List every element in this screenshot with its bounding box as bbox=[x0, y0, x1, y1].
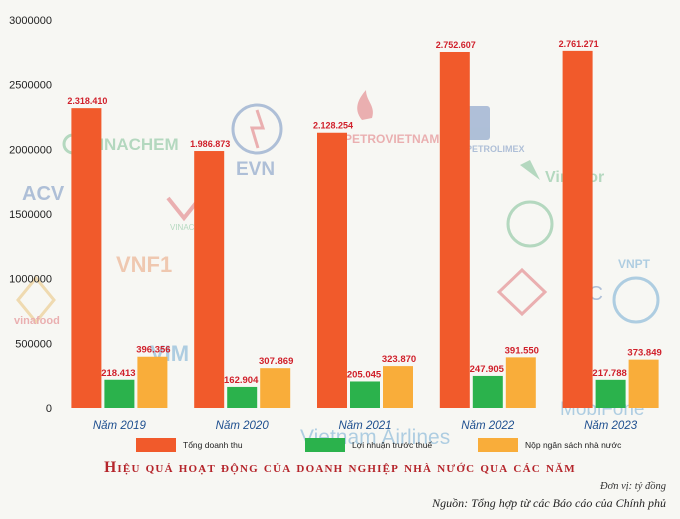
evn-logo: EVN bbox=[231, 103, 283, 180]
data-label: 373.849 bbox=[627, 348, 661, 359]
data-label: 2.318.410 bbox=[67, 96, 107, 106]
bar-revenue bbox=[71, 108, 102, 408]
diamond-logo bbox=[496, 267, 548, 317]
y-tick-label: 3000000 bbox=[9, 15, 52, 27]
bar-profit bbox=[104, 379, 135, 408]
value-labels: 2.318.410218.413396.3561.986.873162.9043… bbox=[67, 39, 661, 386]
data-label: 205.045 bbox=[347, 369, 382, 380]
vinafood-logo: vinafood bbox=[14, 275, 60, 327]
data-label: 2.752.607 bbox=[436, 40, 476, 50]
legend-label: Lợi nhuận trước thuế bbox=[352, 440, 432, 450]
y-tick-label: 0 bbox=[46, 403, 52, 415]
source-note: Nguồn: Tổng hợp từ các Báo cáo của Chính… bbox=[432, 496, 666, 510]
data-label: 307.869 bbox=[259, 356, 293, 367]
svg-text:PETROVIETNAM: PETROVIETNAM bbox=[344, 132, 439, 146]
svg-text:PETROLIMEX: PETROLIMEX bbox=[466, 144, 525, 154]
svg-text:vinafood: vinafood bbox=[14, 315, 60, 327]
y-tick-label: 1000000 bbox=[9, 274, 52, 286]
vnf1-logo: VNF1 bbox=[116, 252, 172, 277]
data-label: 2.128.254 bbox=[313, 121, 353, 131]
data-label: 218.413 bbox=[101, 368, 135, 379]
data-label: 217.788 bbox=[592, 368, 626, 379]
bar-budget bbox=[260, 368, 291, 408]
bar-revenue bbox=[562, 50, 593, 409]
y-tick-label: 500000 bbox=[15, 338, 52, 350]
bar-profit bbox=[227, 386, 258, 408]
wheat-logo bbox=[506, 200, 554, 248]
bar-budget bbox=[505, 357, 536, 408]
data-label: 247.905 bbox=[470, 364, 505, 375]
data-label: 391.550 bbox=[505, 345, 539, 356]
x-tick-label: Năm 2023 bbox=[584, 420, 638, 432]
x-tick-label: Năm 2020 bbox=[216, 420, 270, 432]
svg-text:VINACHEM: VINACHEM bbox=[88, 135, 179, 154]
y-tick-label: 2500000 bbox=[9, 80, 52, 92]
bar-profit bbox=[472, 375, 503, 408]
data-label: 1.986.873 bbox=[190, 139, 230, 149]
y-axis: 0 500000 1000000 1500000 2000000 2500000 30000… bbox=[9, 15, 52, 415]
bar-revenue bbox=[439, 51, 470, 409]
bar-revenue bbox=[194, 151, 225, 408]
vnpt-logo: VNPT bbox=[612, 257, 660, 324]
bar-profit bbox=[350, 381, 380, 408]
data-label: 396.356 bbox=[136, 345, 170, 356]
y-tick-label: 2000000 bbox=[9, 144, 52, 156]
bars bbox=[71, 50, 659, 409]
data-label: 162.904 bbox=[224, 375, 259, 386]
x-tick-label: Năm 2022 bbox=[461, 420, 515, 432]
chart-title: Hiệu quả hoạt động của doanh nghiệp nhà … bbox=[104, 459, 576, 476]
unit-note: Đơn vị: tỷ đồng bbox=[600, 481, 666, 492]
legend: Tổng doanh thu Lợi nhuận trước thuế Nộp ng… bbox=[136, 438, 622, 452]
legend-label: Tổng doanh thu bbox=[183, 440, 243, 450]
svg-text:VNF1: VNF1 bbox=[116, 252, 172, 277]
x-axis: Năm 2019 Năm 2020 Năm 2021 Năm 2022 Năm 2023 bbox=[93, 420, 638, 432]
x-tick-label: Năm 2021 bbox=[338, 420, 391, 432]
x-tick-label: Năm 2019 bbox=[93, 420, 147, 432]
legend-label: Nộp ngân sách nhà nước bbox=[525, 440, 622, 450]
petrovietnam-logo: PETROVIETNAM bbox=[344, 90, 439, 146]
legend-swatch bbox=[478, 438, 518, 452]
data-label: 2.761.271 bbox=[559, 39, 599, 49]
bar-budget bbox=[628, 359, 659, 408]
svg-text:VNPT: VNPT bbox=[618, 257, 651, 271]
y-tick-label: 1500000 bbox=[9, 209, 52, 221]
bar-budget bbox=[383, 366, 413, 408]
svg-text:VINACOMIN: VINACOMIN bbox=[170, 223, 216, 232]
data-label: 323.870 bbox=[382, 354, 416, 365]
svg-text:EVN: EVN bbox=[236, 159, 275, 180]
bar-budget bbox=[137, 356, 168, 408]
legend-swatch bbox=[305, 438, 345, 452]
bar-profit bbox=[595, 379, 626, 408]
acv-logo: ACV bbox=[22, 183, 65, 205]
bar-revenue bbox=[317, 132, 347, 408]
legend-swatch bbox=[136, 438, 176, 452]
svg-text:ACV: ACV bbox=[22, 183, 65, 205]
